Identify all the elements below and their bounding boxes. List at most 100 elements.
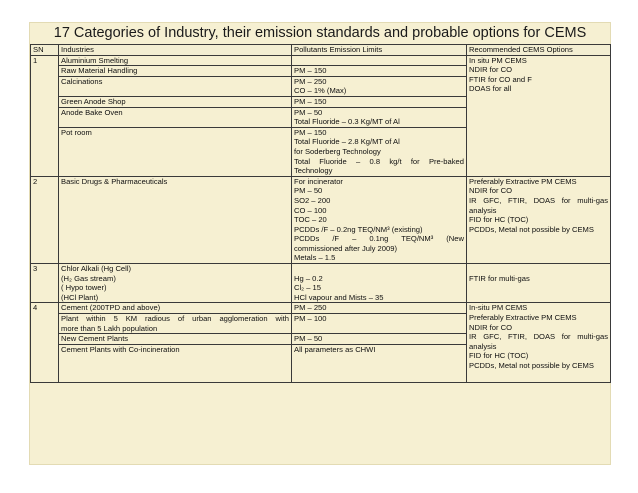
- table-row: 2 Basic Drugs & Pharmaceuticals For inci…: [30, 175, 611, 265]
- limit-text: SO2 – 200: [294, 195, 331, 205]
- header-industries: Industries: [58, 44, 292, 56]
- industry-name: Calcinations: [61, 76, 103, 86]
- limit-text: Total Fluoride – 2.8 Kg/MT of Al: [294, 137, 400, 147]
- limit-text: PM – 50: [294, 334, 323, 344]
- limit-text: TOC – 20: [294, 215, 327, 225]
- industry-cell: Basic Drugs & Pharmaceuticals: [58, 175, 292, 265]
- industry-name: Pot room: [61, 127, 92, 137]
- option-text: Preferably Extractive PM CEMS: [469, 176, 577, 186]
- slide-title: 17 Categories of Industry, their emissio…: [53, 25, 587, 41]
- limit-text: Technology: [294, 166, 333, 176]
- industry-cell: Anode Bake Oven: [58, 106, 292, 128]
- limits-cell: PM – 150: [291, 65, 467, 77]
- option-text: DOAS for all: [469, 84, 512, 94]
- table-row: 1 Aluminium Smelting In situ PM CEMS NDI…: [30, 54, 611, 177]
- option-text: In situ PM CEMS: [469, 55, 527, 65]
- industry-name: Anode Bake Oven: [61, 107, 123, 117]
- limits-cell: PM – 50 Total Fluoride – 0.3 Kg/MT of Al: [291, 106, 467, 128]
- limit-text: commissioned after July 2009): [294, 243, 397, 253]
- limit-text: PCDDs /F – 0.1ng TEQ/NM³ (New: [294, 234, 464, 244]
- industry-name: Plant within 5 KM radious of urban agglo…: [61, 314, 289, 324]
- industry-name: Cement (200TPD and above): [61, 303, 161, 313]
- industry-cell: Raw Material Handling: [58, 65, 292, 77]
- table-row: 4 Cement (200TPD and above) PM – 250 In-…: [30, 302, 611, 383]
- limits-cell: For incinerator PM – 50 SO2 – 200 CO – 1…: [291, 175, 467, 265]
- industry-name: ( Hypo tower): [61, 283, 107, 293]
- industry-cell: Cement Plants with Co-incineration: [58, 343, 292, 383]
- limit-text: PM – 150: [294, 66, 327, 76]
- option-text: NDIR for CO: [469, 322, 513, 332]
- limits-cell: PM – 50: [291, 333, 467, 345]
- option-text: In-situ PM CEMS: [469, 303, 528, 313]
- option-text: IR GFC, FTIR, DOAS for multi-gas: [469, 195, 608, 205]
- industry-name: Raw Material Handling: [61, 66, 138, 76]
- options-cell: Preferably Extractive PM CEMS NDIR for C…: [466, 175, 611, 265]
- option-text: analysis: [469, 205, 497, 215]
- option-text: NDIR for CO: [469, 186, 513, 196]
- limit-text: PM – 150: [294, 127, 327, 137]
- sn-value: 1: [33, 55, 38, 65]
- limit-text: [294, 264, 464, 274]
- sn-cell: 3: [30, 263, 59, 304]
- option-text: Preferably Extractive PM CEMS: [469, 313, 577, 323]
- industry-name: more than 5 Lakh population: [61, 323, 158, 333]
- option-text: FID for HC (TOC): [469, 351, 529, 361]
- option-text: PCDDs, Metal not possible by CEMS: [469, 224, 594, 234]
- limits-cell: Hg – 0.2 Cl₂ – 15 HCl vapour and Mists –…: [291, 263, 467, 304]
- options-cell: FTIR for multi-gas: [466, 263, 611, 304]
- limit-text: PM – 100: [294, 314, 327, 324]
- limit-text: Total Fluoride – 0.3 Kg/MT of Al: [294, 117, 400, 127]
- table-row: Cement Plants with Co-incineration All p…: [31, 343, 611, 383]
- industry-cell: Plant within 5 KM radious of urban agglo…: [58, 313, 292, 335]
- limit-text: CO – 1% (Max): [294, 86, 347, 96]
- option-text: NDIR for CO: [469, 65, 513, 75]
- limit-text: PM – 250: [294, 303, 327, 313]
- limits-cell: PM – 100: [291, 313, 467, 335]
- industry-cell: Green Anode Shop: [58, 95, 292, 108]
- industry-cell: Pot room: [58, 126, 292, 177]
- limits-cell: PM – 250: [291, 302, 467, 315]
- limit-text: PCDDs /F – 0.2ng TEQ/NM³ (existing): [294, 224, 423, 234]
- limits-cell: All parameters as CHWI: [291, 343, 467, 383]
- table-row: Plant within 5 KM radious of urban agglo…: [31, 313, 611, 335]
- option-text: analysis: [469, 341, 497, 351]
- industry-cell: Calcinations: [58, 75, 292, 97]
- industry-name: (H₂ Gas stream): [61, 273, 116, 283]
- industry-cell: Cement (200TPD and above): [58, 302, 292, 315]
- sn-value: 2: [33, 176, 38, 186]
- table-row: 3 Chlor Alkali (Hg Cell) (H₂ Gas stream)…: [30, 263, 611, 304]
- industry-name: Cement Plants with Co-incineration: [61, 344, 180, 354]
- limits-cell: PM – 150 Total Fluoride – 2.8 Kg/MT of A…: [291, 126, 467, 177]
- option-text: PCDDs, Metal not possible by CEMS: [469, 361, 594, 370]
- options-cell: In situ PM CEMS NDIR for CO FTIR for CO …: [466, 54, 611, 177]
- limit-text: PM – 50: [294, 186, 323, 196]
- option-text: FTIR for multi-gas: [469, 273, 530, 283]
- limit-text: Cl₂ – 15: [294, 283, 322, 293]
- limit-text: for Soderberg Technology: [294, 146, 381, 156]
- slide: 17 Categories of Industry, their emissio…: [29, 22, 611, 465]
- industry-cell: Aluminium Smelting: [58, 54, 292, 67]
- industry-name: Aluminium Smelting: [61, 55, 129, 65]
- limits-cell: PM – 250 CO – 1% (Max): [291, 75, 467, 97]
- industry-name: Green Anode Shop: [61, 96, 126, 106]
- options-cell: In-situ PM CEMS Preferably Extractive PM…: [466, 302, 611, 383]
- sn-cell: 4: [30, 302, 59, 383]
- limit-text: PM – 50: [294, 107, 323, 117]
- option-text: IR GFC, FTIR, DOAS for multi-gas: [469, 332, 608, 342]
- header-limits: Pollutants Emission Limits: [291, 44, 467, 56]
- option-text: FID for HC (TOC): [469, 215, 529, 225]
- limits-cell: PM – 150: [291, 95, 467, 108]
- limit-text: For incinerator: [294, 176, 343, 186]
- industry-name: Basic Drugs & Pharmaceuticals: [61, 176, 168, 186]
- table-header-row: SN Industries Pollutants Emission Limits…: [30, 44, 611, 56]
- sn-cell: 2: [30, 175, 59, 265]
- industry-name: (HCl Plant): [61, 292, 99, 302]
- limit-text: Metals – 1.5: [294, 253, 336, 263]
- limit-text: All parameters as CHWI: [294, 344, 376, 354]
- industry-name: New Cement Plants: [61, 334, 129, 344]
- limit-text: Hg – 0.2: [294, 273, 323, 283]
- sn-value: 4: [33, 303, 38, 313]
- option-text: FTIR for CO and F: [469, 74, 532, 84]
- header-options: Recommended CEMS Options: [466, 44, 611, 56]
- limit-text: PM – 150: [294, 96, 327, 106]
